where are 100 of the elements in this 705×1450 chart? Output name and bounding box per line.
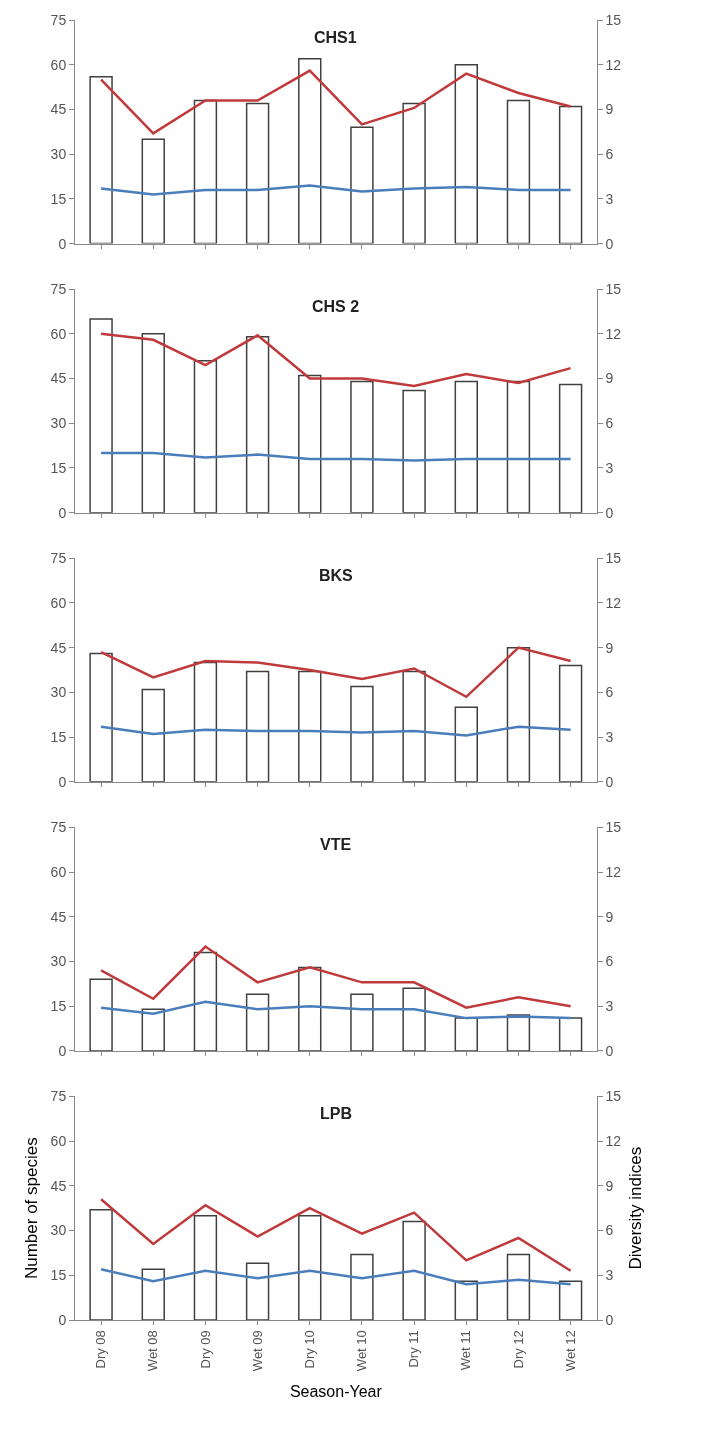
y-tick-label: 75: [50, 11, 67, 28]
y-tick-label: 60: [50, 56, 67, 73]
bar: [89, 318, 113, 513]
y2-tick-label: 9: [605, 1177, 614, 1194]
text: CHS 2: [312, 298, 360, 315]
y-tick-label: 75: [50, 819, 67, 836]
y2-tick-label: 6: [605, 415, 614, 432]
bar: [298, 1214, 322, 1320]
y-tick-label: 0: [58, 1311, 67, 1328]
bar: [245, 336, 270, 513]
bar: [558, 1280, 583, 1320]
y-tick-label: 0: [58, 773, 67, 790]
text: CHS1: [314, 29, 357, 46]
bar: [454, 1280, 478, 1320]
y2-tick-label: 6: [605, 953, 614, 970]
y-tick-label: 0: [58, 235, 67, 252]
bar: [402, 1220, 426, 1320]
line-series: [99, 332, 572, 388]
y2-tick-label: 3: [605, 998, 614, 1015]
y-tick-label: 60: [50, 325, 67, 342]
y2-tick-label: 12: [605, 325, 622, 342]
line-series: [99, 451, 572, 462]
bar: [506, 1014, 531, 1051]
x-tick-label: Wet 11: [458, 1330, 474, 1371]
bar: [454, 63, 478, 244]
bar: [245, 1262, 270, 1320]
bar: [454, 1017, 478, 1051]
y2-tick-label: 9: [605, 101, 614, 118]
bar: [245, 670, 270, 782]
y2-tick-label: 15: [605, 281, 622, 297]
bar: [558, 105, 583, 244]
y-tick-label: 45: [50, 639, 67, 656]
y2-tick-label: 3: [605, 459, 614, 476]
y2-tick-label: 9: [605, 908, 614, 925]
bar: [193, 359, 218, 513]
y-tick-label: 15: [50, 728, 67, 745]
y-tick-label: 75: [50, 281, 67, 297]
y-tick-label: 45: [50, 1177, 67, 1194]
line-series: [99, 184, 572, 196]
y-tick-label: 0: [58, 1042, 67, 1059]
bar: [141, 1268, 165, 1320]
x-tick-label: Dry 08: [93, 1330, 109, 1369]
bar: [350, 126, 374, 244]
text: LPB: [320, 1105, 352, 1122]
bar: [506, 99, 531, 244]
x-tick-label: Dry 10: [301, 1330, 317, 1369]
y-tick-label: 60: [50, 594, 67, 611]
y2-axis-title: Diversity indices: [625, 1146, 645, 1270]
line-series: [99, 1000, 572, 1020]
bar: [193, 951, 218, 1051]
y-axis-title: Number of species: [22, 1137, 42, 1280]
bar: [193, 1214, 218, 1320]
text: BKS: [319, 567, 354, 584]
y-tick-label: 30: [50, 415, 67, 432]
line-series: [99, 945, 572, 1009]
y-tick-label: 15: [50, 190, 67, 207]
bar: [89, 652, 113, 782]
y2-tick-label: 0: [605, 773, 614, 790]
line-series: [99, 1198, 572, 1273]
bar: [245, 993, 270, 1051]
y2-tick-label: 15: [605, 1088, 622, 1105]
y2-tick-label: 12: [605, 1133, 622, 1150]
y-tick-label: 45: [50, 908, 67, 925]
bar: [454, 706, 478, 782]
y-tick-label: 15: [50, 1267, 67, 1284]
x-tick-label: Dry 09: [197, 1330, 213, 1369]
bar: [193, 99, 218, 244]
y-tick-label: 75: [50, 1088, 67, 1105]
bar: [89, 978, 113, 1051]
bar: [298, 670, 322, 782]
x-tick-label: Dry 11: [406, 1330, 422, 1368]
y2-tick-label: 6: [605, 146, 614, 163]
bar: [454, 380, 478, 513]
y-tick-label: 30: [50, 684, 67, 701]
x-tick-label: Wet 12: [562, 1330, 578, 1372]
bar: [402, 670, 426, 782]
y2-tick-label: 9: [605, 639, 614, 656]
bar: [402, 102, 426, 244]
bar: [245, 102, 270, 244]
y2-tick-label: 0: [605, 235, 614, 252]
y-tick-label: 60: [50, 863, 67, 880]
bar: [298, 374, 322, 513]
line-series: [99, 725, 572, 737]
y-tick-label: 60: [50, 1133, 67, 1150]
y-tick-label: 75: [50, 550, 67, 567]
bar: [506, 1253, 531, 1320]
bar: [141, 333, 165, 513]
y2-tick-label: 15: [605, 819, 622, 836]
bar: [506, 646, 531, 782]
x-tick-label: Wet 10: [354, 1330, 370, 1372]
y-tick-label: 0: [58, 504, 67, 521]
bar: [558, 383, 583, 513]
y2-tick-label: 0: [605, 1042, 614, 1059]
y-tick-label: 30: [50, 953, 67, 970]
y-tick-label: 15: [50, 459, 67, 476]
line-series: [99, 69, 572, 135]
y2-tick-label: 0: [605, 504, 614, 521]
bar: [558, 1017, 583, 1051]
y2-tick-label: 12: [605, 594, 622, 611]
bar: [506, 380, 531, 513]
